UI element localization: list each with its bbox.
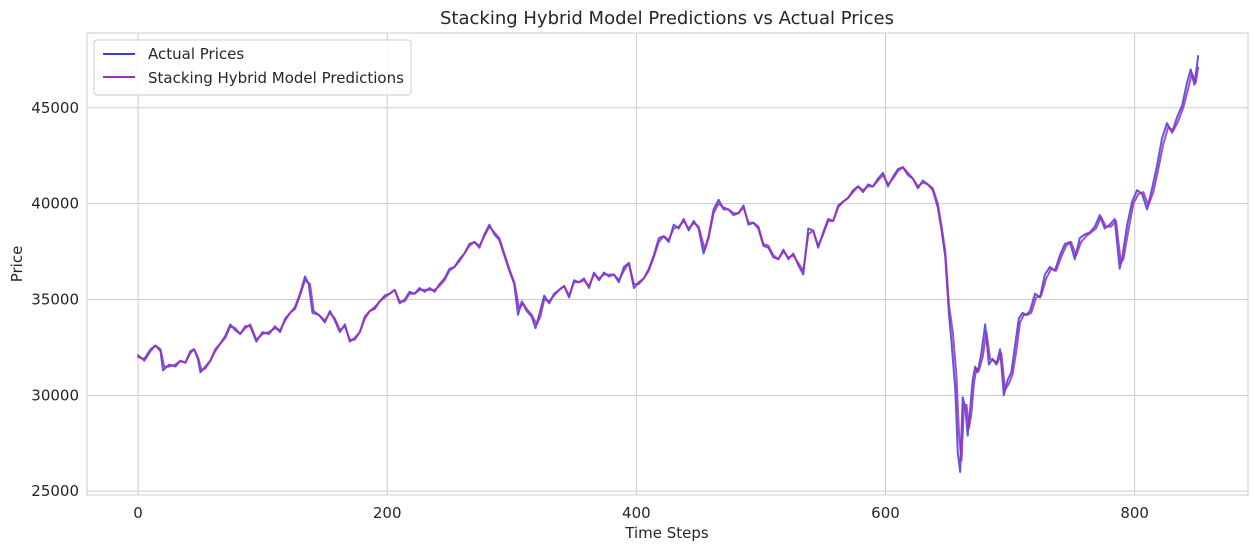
x-gridlines (137, 33, 1136, 495)
y-tick-label: 45000 (31, 99, 79, 117)
x-tick-label: 0 (133, 504, 143, 522)
chart-title: Stacking Hybrid Model Predictions vs Act… (440, 8, 894, 29)
y-axis-label: Price (8, 246, 26, 283)
plot-border (86, 32, 1249, 496)
x-tick-labels: 0 200 400 600 800 (133, 504, 1149, 522)
predictions-line (137, 66, 1200, 462)
x-tick-label: 400 (622, 504, 651, 522)
y-tick-label: 35000 (31, 290, 79, 308)
x-tick-label: 200 (373, 504, 402, 522)
series-layer (137, 55, 1200, 473)
legend: Actual Prices Stacking Hybrid Model Pred… (93, 39, 412, 96)
y-gridlines (87, 107, 1248, 492)
legend-box (93, 39, 412, 96)
x-tick-label: 800 (1120, 504, 1149, 522)
plot-frame (86, 32, 1249, 496)
x-axis-label: Time Steps (624, 524, 709, 542)
legend-label-predictions: Stacking Hybrid Model Predictions (148, 69, 404, 87)
x-tick-label: 600 (871, 504, 900, 522)
y-tick-label: 40000 (31, 195, 79, 213)
y-tick-labels: 25000 30000 35000 40000 45000 (31, 99, 79, 500)
y-tick-label: 30000 (31, 386, 79, 404)
plot-background (87, 33, 1248, 495)
legend-label-actual: Actual Prices (148, 45, 244, 63)
y-tick-label: 25000 (31, 482, 79, 500)
plot-area (87, 33, 1248, 495)
